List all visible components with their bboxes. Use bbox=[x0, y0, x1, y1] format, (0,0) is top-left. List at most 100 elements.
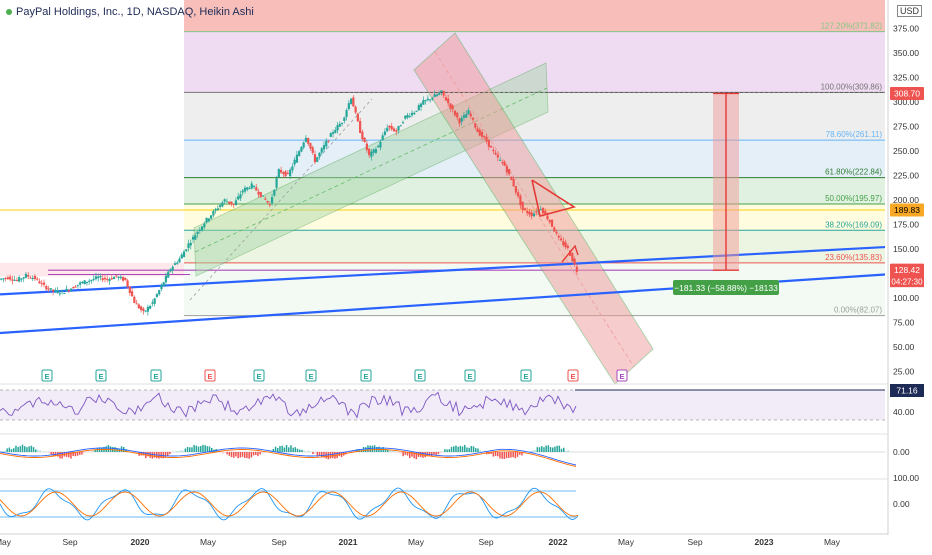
macd-histogram-bar bbox=[207, 446, 209, 452]
earnings-marker-label: E bbox=[256, 372, 261, 381]
candle-body bbox=[517, 192, 519, 196]
candle-body bbox=[341, 123, 343, 124]
candle-body bbox=[72, 287, 74, 288]
candle-body bbox=[27, 275, 29, 277]
macd-histogram-bar bbox=[552, 448, 554, 452]
macd-histogram-bar bbox=[9, 448, 11, 452]
candle-body bbox=[348, 103, 350, 109]
macd-histogram-bar bbox=[24, 446, 26, 452]
x-tick-label: May bbox=[618, 537, 635, 547]
candle-body bbox=[235, 200, 237, 205]
candle-body bbox=[294, 160, 296, 165]
macd-histogram-bar bbox=[460, 446, 462, 452]
candle-body bbox=[470, 114, 472, 117]
macd-histogram-bar bbox=[506, 452, 508, 458]
candle-body bbox=[138, 304, 140, 308]
macd-histogram-bar bbox=[26, 447, 28, 452]
candle-body bbox=[280, 170, 282, 173]
candle-body bbox=[169, 269, 171, 271]
macd-histogram-bar bbox=[537, 447, 539, 452]
candle-body bbox=[158, 290, 160, 294]
candle-body bbox=[66, 289, 68, 291]
macd-histogram-bar bbox=[28, 446, 30, 452]
candle-body bbox=[576, 267, 578, 272]
candle-body bbox=[59, 293, 61, 294]
stoch-tick-label: 0.00 bbox=[893, 499, 910, 509]
y-tick-label: 350.00 bbox=[893, 48, 919, 58]
candle-body bbox=[499, 160, 501, 161]
candle-body bbox=[115, 275, 117, 276]
candle-body bbox=[244, 188, 246, 192]
macd-histogram-bar bbox=[178, 451, 180, 452]
candle-body bbox=[20, 279, 22, 280]
currency-badge[interactable]: USD bbox=[897, 5, 922, 17]
candle-body bbox=[424, 100, 426, 101]
y-tick-label: 25.00 bbox=[893, 367, 915, 377]
macd-histogram-bar bbox=[233, 452, 235, 458]
candle-body bbox=[465, 114, 467, 118]
earnings-marker-label: E bbox=[523, 372, 528, 381]
candle-body bbox=[93, 279, 95, 280]
macd-histogram-bar bbox=[312, 452, 314, 454]
macd-histogram-bar bbox=[402, 452, 404, 456]
macd-histogram-bar bbox=[39, 450, 41, 452]
candle-body bbox=[461, 118, 463, 122]
macd-histogram-bar bbox=[416, 452, 418, 459]
macd-histogram-bar bbox=[264, 452, 266, 453]
candle-body bbox=[321, 148, 323, 152]
symbol-title-text: PayPal Holdings, Inc., 1D, NASDAQ, Heiki… bbox=[16, 6, 254, 18]
candle-body bbox=[32, 278, 34, 279]
earnings-marker-label: E bbox=[153, 372, 158, 381]
macd-histogram-bar bbox=[299, 450, 301, 452]
macd-histogram-bar bbox=[6, 448, 8, 452]
macd-histogram-bar bbox=[242, 452, 244, 457]
candle-body bbox=[208, 219, 210, 222]
macd-histogram-bar bbox=[31, 446, 32, 452]
macd-histogram-bar bbox=[308, 451, 310, 452]
candle-body bbox=[253, 186, 255, 187]
stoch-tick-label: 100.00 bbox=[893, 473, 919, 483]
candle-body bbox=[147, 307, 149, 312]
macd-histogram-bar bbox=[185, 449, 187, 452]
market-status-icon bbox=[6, 9, 12, 15]
candle-body bbox=[334, 130, 336, 133]
macd-histogram-bar bbox=[303, 451, 305, 452]
macd-histogram-bar bbox=[556, 446, 558, 452]
y-tick-label: 50.00 bbox=[893, 342, 915, 352]
candle-body bbox=[325, 141, 327, 147]
macd-histogram-bar bbox=[193, 445, 195, 452]
candle-body bbox=[415, 111, 417, 112]
earnings-marker-label: E bbox=[467, 372, 472, 381]
x-tick-label: May bbox=[408, 537, 425, 547]
candle-body bbox=[287, 173, 289, 174]
candle-body bbox=[16, 280, 18, 281]
candle-body bbox=[262, 196, 264, 197]
macd-histogram-bar bbox=[277, 448, 279, 452]
macd-histogram-bar bbox=[400, 452, 402, 454]
earnings-marker-label: E bbox=[44, 372, 49, 381]
macd-histogram-bar bbox=[301, 450, 303, 452]
candle-body bbox=[165, 276, 167, 283]
price-label: 189.83 bbox=[894, 205, 920, 215]
candle-body bbox=[192, 237, 194, 240]
macd-histogram-bar bbox=[332, 452, 334, 458]
candle-body bbox=[508, 169, 510, 174]
candle-body bbox=[476, 128, 478, 132]
candle-body bbox=[154, 298, 156, 303]
candle-body bbox=[318, 153, 320, 157]
macd-histogram-bar bbox=[330, 452, 332, 458]
candle-body bbox=[296, 155, 298, 163]
candle-body bbox=[479, 130, 481, 136]
macd-histogram-bar bbox=[248, 452, 250, 459]
rsi-value-label: 71.16 bbox=[896, 386, 918, 396]
macd-histogram-bar bbox=[191, 447, 193, 452]
candle-body bbox=[278, 169, 280, 177]
macd-histogram-bar bbox=[237, 452, 239, 458]
candle-body bbox=[427, 99, 429, 100]
candle-body bbox=[483, 136, 485, 137]
candle-body bbox=[97, 277, 99, 279]
candle-body bbox=[307, 138, 309, 144]
candle-body bbox=[553, 227, 555, 231]
